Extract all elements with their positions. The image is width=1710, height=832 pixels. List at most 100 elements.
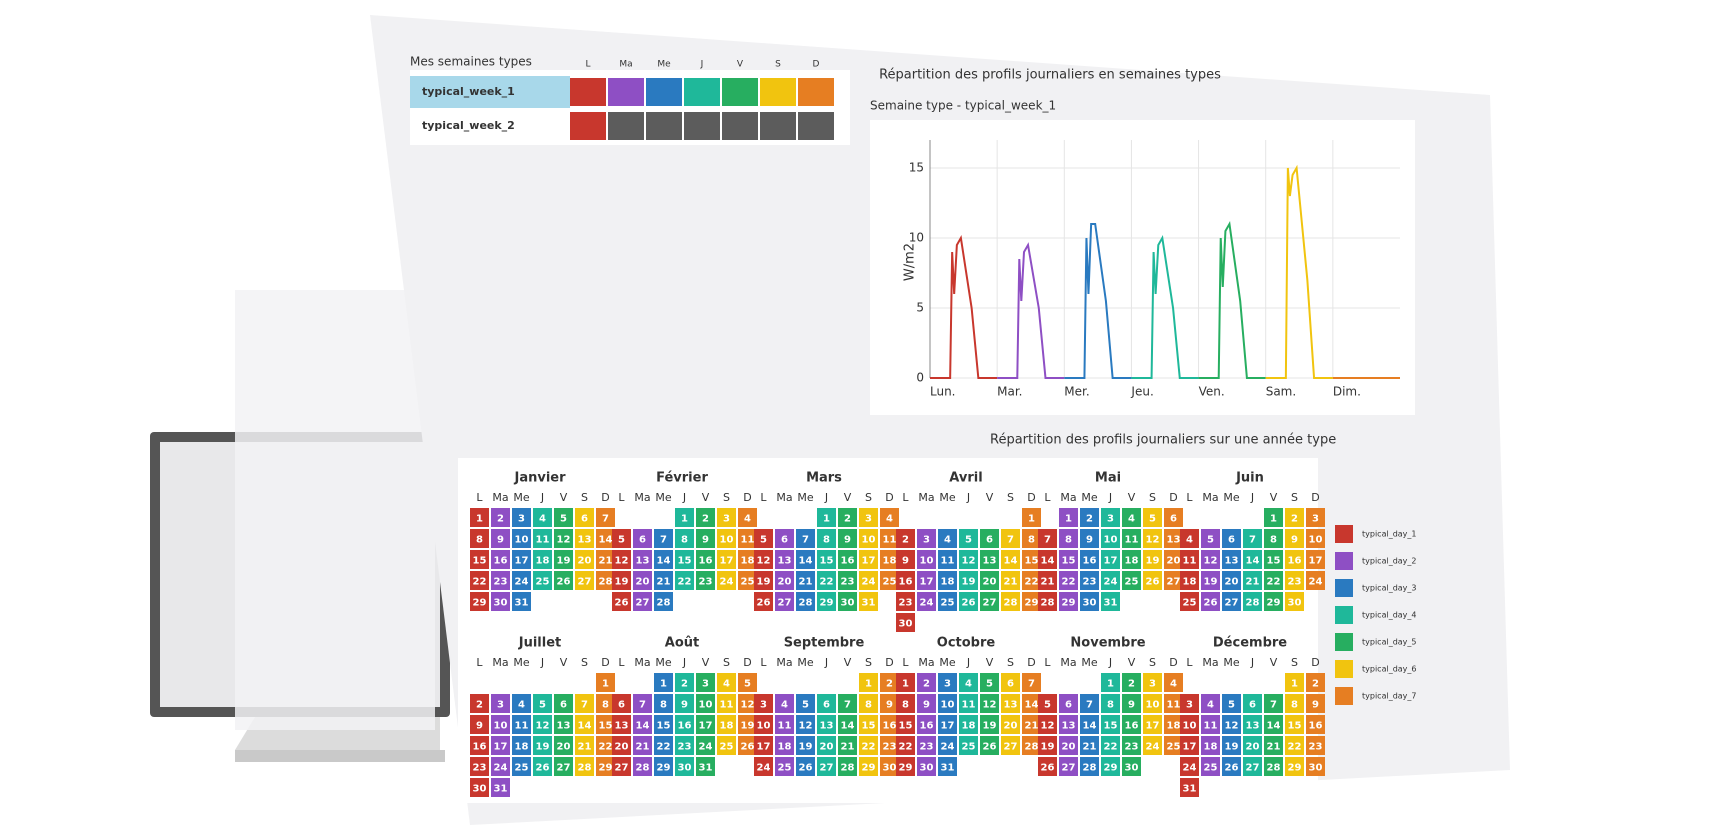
day-cell — [1143, 550, 1162, 569]
day-number: 21 — [1246, 577, 1260, 588]
x-tick-label: Jeu. — [1130, 385, 1153, 399]
day-number: 9 — [1128, 700, 1135, 711]
day-cell — [1143, 529, 1162, 548]
day-number: 26 — [757, 598, 771, 609]
day-number: 27 — [1225, 598, 1239, 609]
day-cell — [575, 715, 594, 734]
day-number: 26 — [1146, 577, 1160, 588]
day-cell — [754, 694, 773, 713]
day-cell — [533, 508, 552, 527]
day-cell — [533, 550, 552, 569]
day-cell — [1080, 571, 1099, 590]
day-number: 2 — [1086, 514, 1093, 525]
day-number: 5 — [560, 514, 567, 525]
day-header: D — [885, 491, 893, 504]
day-cell — [1164, 736, 1183, 755]
day-cell — [1306, 715, 1325, 734]
day-number: 28 — [599, 577, 613, 588]
day-number: 22 — [820, 577, 834, 588]
day-cell — [654, 715, 673, 734]
day-number: 25 — [720, 742, 734, 753]
day-cell — [1201, 571, 1220, 590]
day-header: Ma — [918, 656, 934, 669]
day-number: 23 — [1309, 742, 1323, 753]
day-header: Me — [939, 491, 955, 504]
legend-label: typical_day_6 — [1362, 665, 1417, 674]
day-header: J — [540, 656, 544, 669]
day-number: 13 — [1225, 556, 1239, 567]
ghost-panel — [235, 290, 435, 730]
day-header: D — [1169, 656, 1177, 669]
day-number: 4 — [781, 700, 788, 711]
day-cell — [1143, 715, 1162, 734]
day-cell — [938, 715, 957, 734]
day-number: 17 — [1146, 721, 1160, 732]
day-number: 12 — [615, 556, 629, 567]
day-cell — [1222, 736, 1241, 755]
day-header: V — [986, 491, 994, 504]
day-number: 1 — [1065, 514, 1072, 525]
day-cell — [859, 673, 878, 692]
day-cell — [1201, 757, 1220, 776]
day-number: 7 — [1007, 535, 1014, 546]
day-cell — [1038, 592, 1057, 611]
day-header: Ma — [776, 656, 792, 669]
day-number: 8 — [823, 535, 830, 546]
day-cell — [796, 715, 815, 734]
day-cell — [838, 694, 857, 713]
day-number: 14 — [578, 721, 592, 732]
day-cell — [1180, 529, 1199, 548]
day-header: S — [865, 656, 872, 669]
day-number: 20 — [778, 577, 792, 588]
day-number: 30 — [473, 784, 487, 795]
day-number: 13 — [1246, 721, 1260, 732]
day-number: 26 — [983, 742, 997, 753]
day-cell — [1143, 673, 1162, 692]
day-number: 23 — [1083, 577, 1097, 588]
day-number: 17 — [757, 742, 771, 753]
month-name: Avril — [949, 471, 982, 486]
day-cell — [838, 736, 857, 755]
line-series — [1265, 164, 1333, 379]
day-number: 9 — [702, 535, 709, 546]
day-number: 23 — [1125, 742, 1139, 753]
day-number: 26 — [615, 598, 629, 609]
day-number: 6 — [639, 535, 646, 546]
day-number: 3 — [760, 700, 767, 711]
day-number: 25 — [778, 763, 792, 774]
day-number: 31 — [1104, 598, 1118, 609]
day-number: 10 — [757, 721, 771, 732]
day-number: 21 — [657, 577, 671, 588]
day-cell — [1022, 736, 1041, 755]
line-series — [1064, 223, 1132, 379]
day-cell — [533, 529, 552, 548]
day-cell — [1285, 550, 1304, 569]
day-cell — [1143, 736, 1162, 755]
day-number: 18 — [1204, 742, 1218, 753]
day-number: 16 — [473, 742, 487, 753]
day-number: 20 — [636, 577, 650, 588]
day-number: 8 — [476, 535, 483, 546]
day-number: 1 — [1270, 514, 1277, 525]
day-number: 14 — [599, 535, 613, 546]
day-cell — [938, 571, 957, 590]
day-cell — [654, 529, 673, 548]
day-cell — [1222, 694, 1241, 713]
day-number: 3 — [723, 514, 730, 525]
day-header: J — [682, 656, 686, 669]
day-number: 21 — [1025, 721, 1039, 732]
line-series — [1198, 220, 1266, 379]
day-cell — [1164, 508, 1183, 527]
day-cell — [512, 715, 531, 734]
day-number: 19 — [1041, 742, 1055, 753]
day-number: 20 — [1246, 742, 1260, 753]
day-number: 23 — [699, 577, 713, 588]
day-number: 24 — [1183, 763, 1197, 774]
day-cell — [1122, 571, 1141, 590]
day-number: 27 — [578, 577, 592, 588]
day-header: Me — [939, 656, 955, 669]
day-cell — [896, 694, 915, 713]
day-cell — [633, 550, 652, 569]
day-cell — [1059, 736, 1078, 755]
day-number: 25 — [1125, 577, 1139, 588]
